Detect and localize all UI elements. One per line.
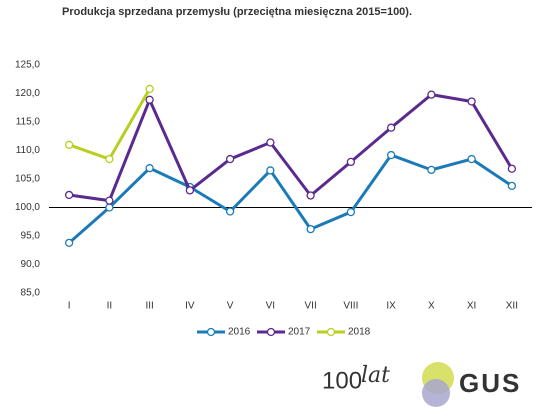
y-tick-label: 85,0 (21, 288, 41, 299)
data-point (145, 164, 154, 173)
data-point (306, 225, 315, 234)
y-tick-label: 115,0 (16, 117, 41, 128)
legend-marker (206, 327, 216, 337)
x-tick-label: XII (506, 301, 518, 312)
data-point (225, 207, 235, 216)
logo-word: lat (361, 363, 390, 388)
data-point (346, 157, 356, 167)
x-tick-label: V (227, 301, 234, 312)
x-tick-label: IX (386, 301, 396, 312)
data-point (467, 154, 476, 164)
data-point (185, 186, 195, 195)
data-point (266, 138, 275, 147)
logo-brand: GUS (459, 368, 521, 398)
data-point (386, 123, 396, 132)
data-point (266, 166, 275, 175)
data-point (105, 154, 114, 164)
y-tick-label: 125,0 (15, 60, 40, 71)
data-point (346, 207, 356, 217)
data-point (507, 164, 517, 173)
y-tick-label: 120,0 (15, 88, 40, 99)
logo-circle (422, 379, 450, 407)
data-point (64, 140, 74, 149)
x-tick-label: VIII (343, 301, 358, 312)
data-point (145, 84, 154, 94)
series-line (68, 88, 151, 161)
data-point (306, 191, 315, 200)
data-point (427, 90, 436, 99)
logo: 100 lat GUS (322, 362, 521, 407)
data-point (64, 190, 74, 200)
y-tick-label: 90,0 (21, 259, 41, 270)
x-tick-label: XI (467, 301, 476, 312)
data-point (105, 203, 114, 212)
x-tick-label: X (428, 301, 435, 312)
series-line (68, 153, 513, 244)
x-tick-label: II (107, 301, 113, 312)
y-tick-label: 110,0 (16, 145, 41, 156)
y-tick-label: 105,0 (15, 174, 40, 185)
x-tick-label: VII (305, 301, 317, 312)
chart-title: Produkcja sprzedana przemysłu (przeciętn… (62, 6, 412, 18)
data-point (427, 165, 436, 175)
y-tick-label: 100,0 (15, 202, 40, 213)
series-line (68, 93, 514, 203)
x-tick-label: VI (266, 301, 275, 312)
data-point (467, 97, 476, 106)
legend-marker (326, 327, 336, 337)
x-tick-label: IV (185, 301, 195, 312)
data-point (507, 181, 517, 190)
y-tick-label: 95,0 (21, 231, 41, 242)
data-point (105, 196, 114, 205)
data-point (386, 150, 396, 160)
data-point (64, 238, 74, 247)
legend-label: 2016 (228, 327, 251, 338)
x-tick-label: III (145, 301, 153, 312)
legend-label: 2017 (288, 327, 311, 338)
data-point (225, 154, 235, 164)
legend-marker (266, 327, 276, 337)
x-tick-label: I (68, 301, 71, 312)
legend-label: 2018 (348, 327, 371, 338)
data-point (145, 95, 154, 104)
logo-number: 100 (322, 367, 362, 394)
